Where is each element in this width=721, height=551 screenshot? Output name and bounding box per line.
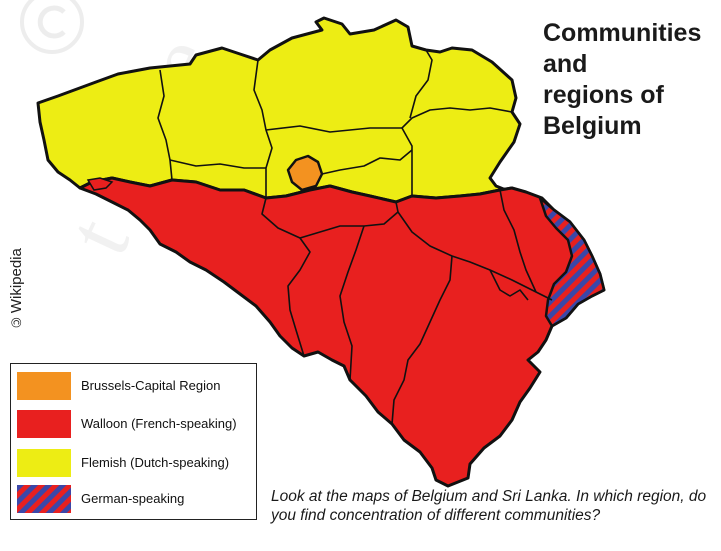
walloon-region [78, 176, 606, 488]
legend-item-walloon: Walloon (French-speaking) [17, 410, 253, 440]
map-title: Communities and regions of Belgium [543, 18, 713, 142]
legend-label-flemish: Flemish (Dutch-speaking) [81, 455, 230, 470]
title-line-1: Communities [543, 19, 702, 47]
legend-label-walloon: Walloon (French-speaking) [81, 416, 237, 431]
title-line-4: Belgium [543, 112, 642, 140]
legend-swatch-flemish [17, 449, 71, 477]
legend-label-german: German-speaking [81, 491, 185, 506]
flemish-region [36, 16, 522, 204]
legend-item-flemish: Flemish (Dutch-speaking) [17, 449, 253, 479]
legend-swatch-walloon [17, 410, 71, 438]
copyleft-icon: 🄯 [9, 317, 24, 328]
legend-item-german: German-speaking [17, 485, 253, 515]
credit-text: Wikipedia [8, 248, 25, 314]
image-credit: 🄯 Wikipedia [6, 218, 28, 328]
legend-swatch-brussels [17, 372, 71, 400]
watermark [20, 0, 84, 54]
title-line-2: and [543, 50, 588, 78]
title-line-3: regions of [543, 81, 664, 109]
question-caption: Look at the maps of Belgium and Sri Lank… [271, 488, 707, 524]
legend-item-brussels: Brussels-Capital Region [17, 372, 253, 402]
province-boundaries [157, 49, 553, 425]
german-speaking-region [538, 196, 606, 328]
map-legend: Brussels-Capital Region Walloon (French-… [10, 363, 257, 520]
legend-swatch-german [17, 485, 71, 513]
red-coastal-enclave [86, 177, 114, 191]
legend-label-brussels: Brussels-Capital Region [81, 378, 221, 393]
